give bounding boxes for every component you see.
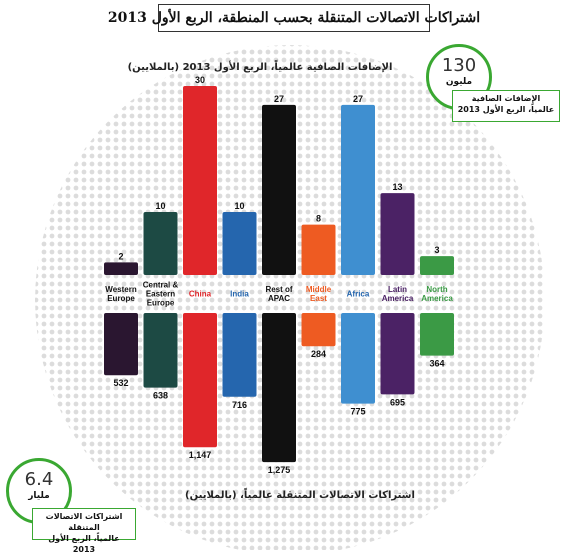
subscriptions-value-india: 716 (232, 400, 247, 410)
subscriptions-badge: اشتراكات الاتصالات المتنقلة عالمياً، الر… (32, 508, 136, 554)
net-additions-number: 130 (441, 55, 477, 76)
subscriptions-bar-rest-of-apac (262, 313, 296, 463)
subscriptions-bar-western-europe (104, 313, 138, 376)
subscriptions-bar-china (183, 313, 217, 448)
subscriptions-bars: 532 638 1,147 716 1,275 284 775 695 364 (104, 313, 454, 475)
net-additions-value-africa: 27 (353, 94, 363, 104)
subscriptions-value-rest-of-apac: 1,275 (268, 465, 291, 475)
subscriptions-value-central-eastern-europe: 638 (153, 391, 168, 401)
net-additions-value-latin-america: 13 (392, 182, 402, 192)
net-additions-bar-middle-east (301, 224, 336, 275)
subscriptions-value-north-america: 364 (429, 359, 444, 369)
region-label-rest-of-apac: Rest of APAC (265, 285, 292, 303)
net-additions-bar-north-america (420, 256, 454, 275)
region-label-india: India (230, 290, 249, 299)
subscriptions-unit: مليار (28, 491, 50, 501)
net-additions-bar-central-eastern-europe (143, 212, 178, 275)
subscriptions-bar-india (222, 313, 257, 397)
net-additions-badge-line2: عالمياً، الربع الأول 2013 (457, 105, 555, 114)
net-additions-value-central-eastern-europe: 10 (155, 201, 165, 211)
subscriptions-number: 6.4 (24, 469, 54, 490)
subscriptions-caption: اشتراكات الاتصالات المتنقلة عالمياً، (با… (185, 490, 415, 501)
net-additions-bar-rest-of-apac (262, 104, 296, 276)
net-additions-bar-western-europe (104, 262, 138, 275)
region-labels: Western Europe Central & Eastern Europe China… (105, 281, 453, 308)
region-label-africa: Africa (347, 290, 370, 299)
region-label-latin-america: Latin America (382, 285, 414, 303)
subscriptions-badge-line1: اشتراكات الاتصالات المتنقلة (45, 512, 123, 532)
net-additions-badge-line1: الإضافات الصافية (471, 94, 541, 103)
subscriptions-value-western-europe: 532 (113, 378, 128, 388)
region-label-middle-east: Middle East (306, 285, 332, 303)
net-additions-caption: الإضافات الصافية عالمياً، الربع الأول 20… (127, 62, 393, 73)
net-additions-value-middle-east: 8 (316, 214, 321, 224)
net-additions-value-india: 10 (234, 201, 244, 211)
net-additions-value-north-america: 3 (434, 245, 439, 255)
net-additions-badge: الإضافات الصافية عالمياً، الربع الأول 20… (452, 90, 560, 122)
chart-title: اشتراكات الاتصالات المتنقلة بحسب المنطقة… (108, 4, 480, 32)
globe-background (35, 45, 545, 550)
subscriptions-bar-africa (341, 313, 375, 404)
net-additions-bar-africa (341, 104, 375, 276)
net-additions-value-western-europe: 2 (118, 251, 123, 261)
subscriptions-badge-line2: عالمياً، الربع الأول 2013 (48, 534, 120, 554)
region-label-western-europe: Western Europe (105, 285, 137, 303)
net-additions-value-china: 30 (195, 75, 205, 85)
net-additions-value-rest-of-apac: 27 (274, 94, 284, 104)
region-label-central-eastern-europe: Central & Eastern Europe (143, 281, 179, 308)
net-additions-unit: مليون (445, 77, 473, 87)
net-additions-bar-latin-america (380, 193, 415, 275)
subscriptions-value-middle-east: 284 (311, 349, 326, 359)
subscriptions-bar-central-eastern-europe (143, 313, 178, 388)
subscriptions-bar-north-america (420, 313, 454, 356)
subscriptions-bar-latin-america (380, 313, 415, 395)
subscriptions-bar-middle-east (301, 313, 336, 347)
subscriptions-value-latin-america: 695 (390, 397, 405, 407)
subscriptions-value-china: 1,147 (189, 450, 212, 460)
net-additions-bar-china (183, 86, 217, 275)
net-additions-bar-india (222, 212, 257, 275)
region-label-china: China (189, 290, 212, 299)
region-label-north-america: North America (421, 285, 453, 303)
net-additions-bars: 2 10 30 10 27 8 27 13 3 (104, 75, 454, 276)
subscriptions-value-africa: 775 (350, 407, 365, 417)
